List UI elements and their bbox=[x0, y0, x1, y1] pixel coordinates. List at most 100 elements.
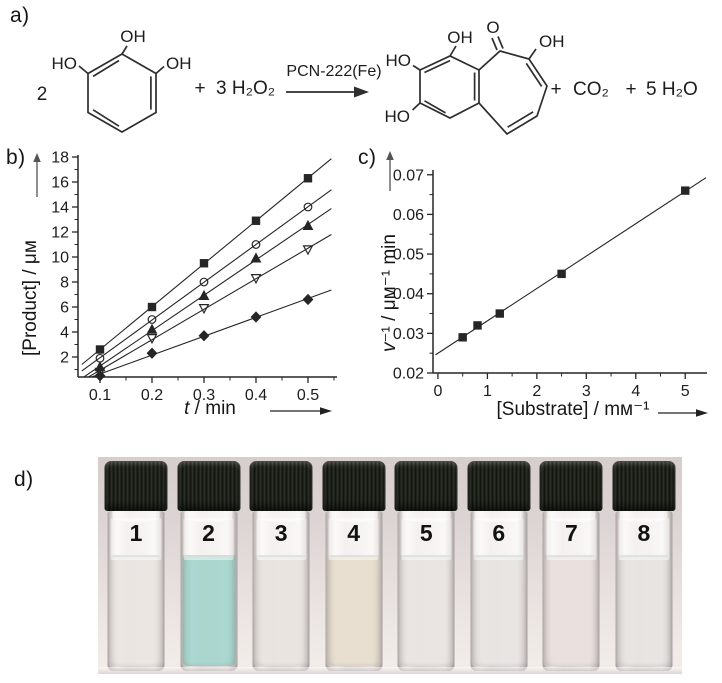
vial-glass-body bbox=[180, 511, 238, 671]
vial-cap bbox=[394, 461, 458, 511]
data-point-square bbox=[251, 216, 261, 225]
vial-glass-body bbox=[107, 511, 165, 671]
y-tick-label: 4 bbox=[60, 325, 69, 342]
y-tick-label: 0.02 bbox=[393, 366, 424, 383]
y-tick-label: 18 bbox=[51, 150, 69, 167]
x-tick-label: 0.2 bbox=[141, 387, 163, 404]
product-ketone-o: O bbox=[486, 18, 499, 37]
data-point-square bbox=[557, 269, 566, 279]
panel-c-x-axis-arrow-icon bbox=[658, 409, 708, 417]
data-point-circle bbox=[147, 315, 157, 324]
data-point-square bbox=[458, 333, 467, 342]
panel-c-chart: 0 1 2 3 4 5 0.02 0.03 0.04 0.05 0.06 0.07 bbox=[393, 167, 707, 400]
vial-number: 8 bbox=[637, 520, 651, 546]
vial-cap bbox=[249, 461, 313, 511]
data-point-square bbox=[473, 321, 482, 330]
y-tick-label: 12 bbox=[51, 225, 69, 242]
vial-liquid bbox=[182, 555, 236, 666]
y-tick-label: 16 bbox=[51, 175, 69, 192]
panel-d-label: d) bbox=[14, 468, 34, 491]
vial-glass-body bbox=[615, 511, 673, 671]
data-point-diamond bbox=[250, 311, 262, 323]
series-filled-square bbox=[95, 174, 313, 354]
data-point-square bbox=[681, 186, 690, 195]
plus-sign-1: + bbox=[194, 78, 205, 99]
vial-cap bbox=[539, 461, 603, 511]
vial-cap bbox=[612, 461, 676, 511]
y-tick-label: 14 bbox=[51, 200, 69, 217]
vial-glass-body bbox=[470, 511, 528, 671]
pyrogallol-ho-left: HO bbox=[52, 54, 78, 73]
data-point-diamond bbox=[146, 347, 158, 359]
vial-6: 6 bbox=[464, 457, 534, 674]
vial-number: 6 bbox=[492, 520, 506, 546]
vial-cap bbox=[467, 461, 531, 511]
panel-b-label: b) bbox=[6, 146, 26, 169]
vial-glass-body bbox=[325, 511, 383, 671]
x-tick-label: 3 bbox=[582, 383, 591, 400]
data-point-square bbox=[495, 309, 504, 318]
x-tick-label: 0.4 bbox=[245, 387, 267, 404]
y-tick-label: 0.03 bbox=[393, 326, 424, 343]
vial-liquid bbox=[617, 555, 671, 666]
plus-sign-3: + bbox=[625, 79, 636, 100]
vial-glass-body bbox=[397, 511, 455, 671]
vial-8: 8 bbox=[609, 457, 679, 674]
vial-liquid bbox=[399, 555, 453, 666]
data-point-triangle-down bbox=[302, 245, 314, 256]
y-tick-label: 8 bbox=[60, 275, 69, 292]
data-point-triangle-up bbox=[250, 252, 262, 263]
data-point-square bbox=[95, 345, 105, 354]
product-oh-topright: OH bbox=[539, 32, 565, 51]
panel-b-x-axis-label: t / min bbox=[184, 398, 236, 419]
vial-liquid bbox=[472, 555, 526, 666]
vial-cap bbox=[104, 461, 168, 511]
data-point-triangle-up bbox=[302, 219, 314, 230]
vial-number: 1 bbox=[129, 520, 143, 546]
data-point-diamond bbox=[198, 330, 210, 342]
oxidant-formula: 3 H₂O₂ bbox=[216, 78, 275, 99]
fit-lines bbox=[81, 158, 332, 377]
vial-number: 5 bbox=[419, 520, 433, 546]
vial-liquid bbox=[254, 555, 308, 666]
vial-1: 1 bbox=[101, 457, 171, 674]
y-tick-label: 6 bbox=[60, 300, 69, 317]
vial-cap bbox=[322, 461, 386, 511]
fit-line-filled-triangle-up bbox=[82, 208, 332, 377]
series-filled-triangle-up bbox=[94, 219, 314, 372]
product-ho-left: HO bbox=[386, 51, 412, 70]
data-point-triangle-down bbox=[198, 304, 210, 315]
series-filled-square bbox=[458, 186, 690, 342]
data-point-circle bbox=[303, 202, 313, 212]
data-point-square bbox=[147, 302, 157, 312]
y-tick-label: 0.05 bbox=[393, 247, 424, 264]
data-point-square bbox=[303, 174, 313, 183]
vial-number: 7 bbox=[564, 520, 578, 546]
panel-c-y-axis-label: v⁻¹ / μᴍ⁻¹ min bbox=[379, 234, 400, 352]
y-tick-label: 10 bbox=[51, 250, 69, 267]
fit-line-open-circle bbox=[81, 189, 332, 372]
panel-c-x-axis-label: [Substrate] / mᴍ⁻¹ bbox=[496, 399, 650, 420]
x-tick-label: 0.1 bbox=[89, 387, 111, 404]
vial-glass-body bbox=[252, 511, 310, 671]
panel-b-y-axis-label: [Product] / μᴍ bbox=[20, 240, 41, 356]
vial-5: 5 bbox=[391, 457, 461, 674]
stoich-coefficient: 2 bbox=[37, 84, 48, 105]
data-point-diamond bbox=[302, 293, 314, 306]
data-point-square bbox=[199, 259, 209, 268]
vial-liquid bbox=[327, 555, 381, 666]
vial-7: 7 bbox=[536, 457, 606, 674]
pyrogallol-structure bbox=[78, 45, 165, 133]
vial-3: 3 bbox=[246, 457, 316, 674]
vial-4: 4 bbox=[319, 457, 389, 674]
x-tick-label: 2 bbox=[532, 383, 541, 400]
x-tick-label: 0.5 bbox=[297, 387, 319, 404]
y-tick-label: 0.06 bbox=[393, 207, 424, 224]
data-point-circle bbox=[199, 277, 209, 287]
y-tick-label: 2 bbox=[60, 350, 69, 367]
y-tick-label: 0.07 bbox=[393, 167, 424, 184]
reaction-scheme: OH HO OH 2 + 3 H₂O₂ PCN-222(Fe) OH O OH … bbox=[37, 18, 698, 136]
data-point-triangle-up bbox=[198, 289, 210, 300]
x-tick-label: 0 bbox=[433, 383, 442, 400]
vial-liquid bbox=[544, 555, 598, 666]
